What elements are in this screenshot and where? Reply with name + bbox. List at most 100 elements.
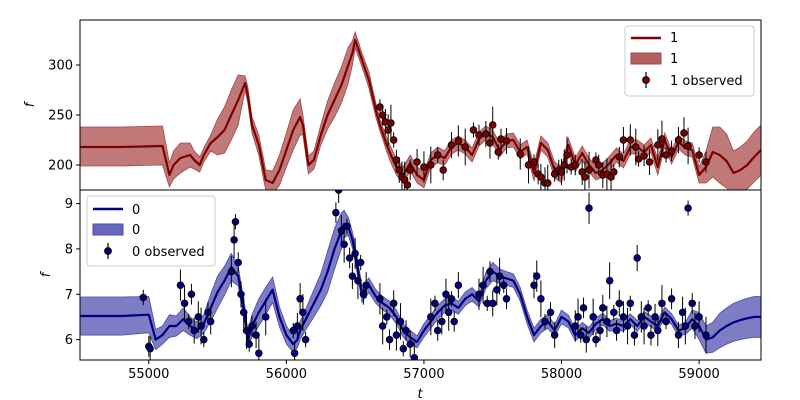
observed-point xyxy=(579,297,588,319)
top-plot-area xyxy=(80,30,761,190)
legend-label-line-top: 1 xyxy=(670,31,678,46)
observed-point xyxy=(640,307,648,345)
observed-point xyxy=(252,322,260,349)
observed-point xyxy=(420,151,428,183)
top-uncertainty-band xyxy=(80,30,761,190)
observed-point xyxy=(589,298,597,336)
observed-point xyxy=(396,303,405,340)
observed-point xyxy=(438,308,446,335)
observed-point xyxy=(389,132,398,148)
observed-point xyxy=(688,293,696,314)
observed-point xyxy=(681,307,690,345)
legend-band-swatch-top xyxy=(630,52,662,65)
observed-point xyxy=(385,329,394,350)
y-tick-label: 8 xyxy=(65,242,73,257)
observed-point xyxy=(603,305,611,338)
observed-point xyxy=(184,313,193,330)
observed-point xyxy=(577,327,585,343)
observed-point xyxy=(644,300,652,316)
observed-point xyxy=(585,151,593,189)
x-tick-label: 55000 xyxy=(128,367,169,382)
observed-point xyxy=(702,151,710,173)
observed-point xyxy=(402,320,410,341)
bottom-panel: 6 7 8 9 55000 56000 57000 58000 59000 f t 0 0 0… xyxy=(39,189,762,400)
observed-point xyxy=(603,158,611,190)
observed-point xyxy=(571,154,580,176)
observed-point xyxy=(502,127,511,155)
y-tick-label: 6 xyxy=(65,333,73,348)
observed-point xyxy=(431,295,439,311)
observed-point xyxy=(227,255,236,288)
observed-point xyxy=(351,237,359,270)
top-panel: 200 250 300 f 1 1 1 observed xyxy=(23,19,762,191)
legend-observed-marker-bottom xyxy=(104,247,112,255)
observed-point xyxy=(634,151,643,167)
observed-point xyxy=(348,263,357,290)
legend-label-line-bottom: 0 xyxy=(132,203,140,218)
observed-point xyxy=(378,307,387,345)
observed-point xyxy=(684,127,692,165)
observed-point xyxy=(479,266,487,304)
observed-point xyxy=(533,260,541,292)
observed-point xyxy=(582,326,591,353)
observed-point xyxy=(615,290,624,317)
observed-point xyxy=(594,154,603,176)
observed-point xyxy=(239,296,248,329)
observed-point xyxy=(640,145,648,167)
observed-point xyxy=(447,131,456,159)
observed-point xyxy=(180,284,189,322)
observed-point xyxy=(592,331,600,348)
observed-point xyxy=(695,147,703,163)
observed-point xyxy=(469,122,478,138)
observed-point xyxy=(702,316,710,354)
observed-point xyxy=(546,302,555,323)
observed-point xyxy=(662,313,670,330)
observed-point xyxy=(290,342,299,360)
observed-point xyxy=(605,262,614,300)
observed-point xyxy=(571,310,580,342)
observed-point xyxy=(332,202,340,223)
observed-point xyxy=(340,226,348,263)
observed-point xyxy=(482,120,490,148)
observed-point xyxy=(392,319,401,351)
observed-point xyxy=(658,284,666,322)
observed-point xyxy=(301,331,310,348)
observed-point xyxy=(497,128,505,150)
bottom-x-ticks: 55000 56000 57000 58000 59000 xyxy=(128,360,720,382)
observed-point xyxy=(619,301,628,333)
observed-point xyxy=(289,322,297,339)
observed-point xyxy=(541,313,549,330)
observed-point xyxy=(261,298,270,336)
y-tick-label: 7 xyxy=(65,288,73,303)
observed-point xyxy=(190,317,198,344)
top-y-ticks: 200 250 300 xyxy=(48,59,80,174)
observed-point xyxy=(626,124,635,156)
observed-point xyxy=(187,283,196,305)
observed-point xyxy=(406,159,414,181)
observed-point xyxy=(563,136,571,174)
observed-point xyxy=(678,296,687,329)
observed-point xyxy=(399,341,408,357)
top-y-axis-label: f xyxy=(23,100,38,107)
legend-label-band-top: 1 xyxy=(670,52,678,67)
observed-point xyxy=(654,314,662,347)
observed-point xyxy=(667,288,676,310)
bottom-uncertainty-band xyxy=(80,209,761,354)
bottom-y-ticks: 6 7 8 9 xyxy=(65,197,80,348)
observed-point xyxy=(234,252,242,273)
observed-point xyxy=(581,161,589,190)
observed-point xyxy=(475,278,483,310)
observed-point xyxy=(630,324,639,346)
observed-point xyxy=(585,192,593,224)
observed-point xyxy=(427,298,435,336)
observed-point xyxy=(612,320,621,341)
observed-point xyxy=(230,221,238,259)
bottom-legend: 0 0 0 observed xyxy=(86,195,216,267)
observed-point xyxy=(488,290,497,317)
observed-point xyxy=(537,280,545,318)
observed-point xyxy=(596,320,604,341)
observed-point xyxy=(447,291,456,307)
legend-label-observed-bottom: 0 observed xyxy=(132,245,205,260)
observed-point xyxy=(200,331,208,348)
x-tick-label: 57000 xyxy=(403,367,444,382)
